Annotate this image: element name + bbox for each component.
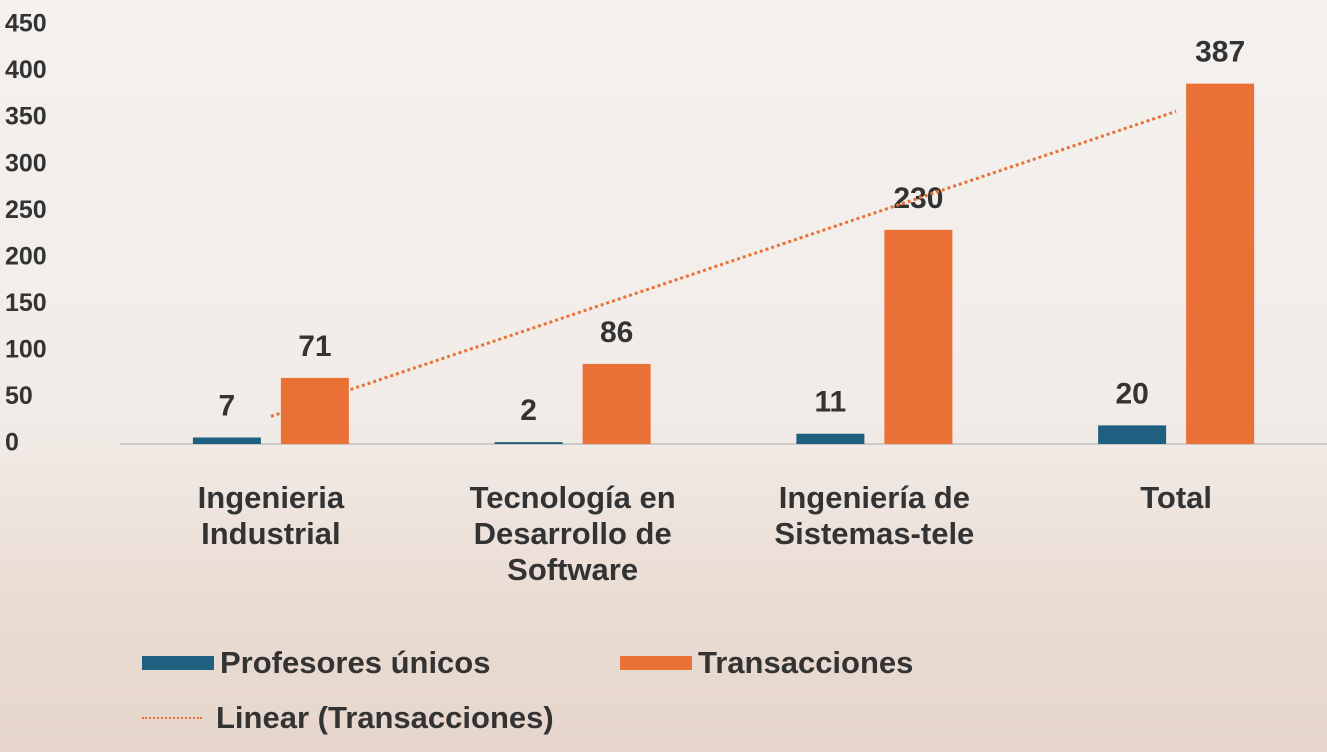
data-label: 230	[893, 182, 943, 215]
y-tick-label: 400	[5, 56, 47, 84]
bar	[280, 377, 349, 444]
y-tick-label: 150	[5, 289, 47, 317]
trendline	[270, 109, 1177, 418]
data-label: 71	[298, 330, 331, 363]
data-label: 7	[219, 389, 236, 422]
legend-swatch	[620, 656, 692, 670]
bar	[1098, 425, 1167, 444]
bar	[494, 442, 563, 444]
y-tick-label: 0	[5, 429, 19, 457]
legend-label: Linear (Transacciones)	[216, 700, 554, 735]
legend-item: Transacciones	[620, 645, 913, 681]
legend-label: Transacciones	[698, 645, 914, 680]
legend-swatch	[142, 717, 202, 719]
y-tick-label: 450	[5, 10, 47, 38]
legend-label: Profesores únicos	[220, 645, 491, 680]
bar	[1186, 83, 1255, 444]
data-label: 20	[1115, 377, 1148, 410]
bar	[796, 433, 865, 444]
data-label: 387	[1195, 36, 1245, 69]
x-tick-label: Total	[1140, 480, 1212, 515]
bar	[192, 437, 261, 444]
x-tick-label: Ingeniería de Sistemas-tele	[774, 480, 975, 551]
legend-item: Profesores únicos	[142, 645, 490, 681]
y-tick-label: 250	[5, 196, 47, 224]
x-tick-label: Ingenieria Industrial	[197, 480, 345, 551]
y-tick-label: 300	[5, 149, 47, 177]
data-label: 11	[815, 386, 847, 419]
y-tick-label: 200	[5, 242, 47, 270]
legend-item: Linear (Transacciones)	[142, 700, 554, 736]
bar	[884, 229, 953, 444]
y-tick-label: 100	[5, 335, 47, 363]
data-label: 86	[600, 316, 633, 349]
bar	[582, 363, 651, 444]
data-label: 2	[520, 394, 537, 427]
y-tick-label: 350	[5, 103, 47, 131]
y-tick-label: 50	[5, 382, 33, 410]
x-tick-label: Tecnología en Desarrollo de Software	[469, 480, 676, 587]
legend-swatch	[142, 656, 214, 670]
